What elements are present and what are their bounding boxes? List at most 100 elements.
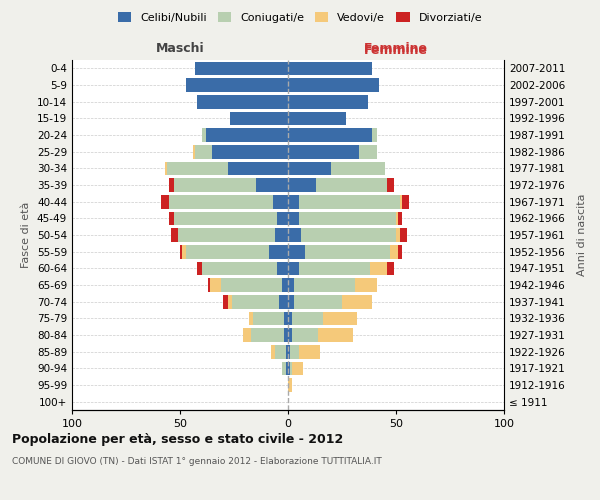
- Bar: [288, 78, 379, 92]
- Bar: [389, 245, 398, 258]
- Bar: [269, 245, 288, 258]
- Bar: [295, 295, 342, 308]
- Bar: [288, 128, 372, 142]
- Bar: [370, 262, 388, 275]
- Bar: [277, 212, 288, 225]
- Bar: [169, 195, 273, 208]
- Bar: [299, 262, 370, 275]
- Bar: [288, 62, 372, 75]
- Bar: [180, 245, 182, 258]
- Bar: [212, 145, 288, 158]
- Bar: [292, 312, 323, 325]
- Bar: [178, 228, 275, 242]
- Bar: [253, 312, 284, 325]
- Bar: [355, 278, 377, 292]
- Bar: [318, 328, 353, 342]
- Bar: [288, 162, 331, 175]
- Bar: [165, 162, 167, 175]
- Bar: [288, 312, 292, 325]
- Bar: [290, 362, 292, 375]
- Bar: [195, 145, 212, 158]
- Bar: [299, 195, 400, 208]
- Bar: [400, 228, 407, 242]
- Text: COMUNE DI GIOVO (TN) - Dati ISTAT 1° gennaio 2012 - Elaborazione TUTTITALIA.IT: COMUNE DI GIOVO (TN) - Dati ISTAT 1° gen…: [12, 457, 382, 466]
- Bar: [295, 278, 355, 292]
- Bar: [398, 245, 403, 258]
- Bar: [359, 145, 377, 158]
- Bar: [284, 328, 288, 342]
- Bar: [288, 278, 295, 292]
- Bar: [249, 312, 253, 325]
- Bar: [286, 345, 288, 358]
- Bar: [256, 178, 288, 192]
- Bar: [288, 345, 290, 358]
- Bar: [316, 178, 388, 192]
- Bar: [251, 328, 284, 342]
- Bar: [195, 62, 288, 75]
- Bar: [187, 245, 269, 258]
- Bar: [323, 312, 357, 325]
- Bar: [230, 112, 288, 125]
- Bar: [288, 228, 301, 242]
- Bar: [292, 328, 318, 342]
- Bar: [286, 362, 288, 375]
- Bar: [223, 295, 227, 308]
- Bar: [202, 262, 277, 275]
- Legend: Celibi/Nubili, Coniugati/e, Vedovi/e, Divorziati/e: Celibi/Nubili, Coniugati/e, Vedovi/e, Di…: [113, 8, 487, 28]
- Bar: [388, 262, 394, 275]
- Bar: [398, 212, 403, 225]
- Bar: [210, 278, 221, 292]
- Bar: [277, 262, 288, 275]
- Text: Popolazione per età, sesso e stato civile - 2012: Popolazione per età, sesso e stato civil…: [12, 432, 343, 446]
- Bar: [275, 345, 286, 358]
- Bar: [273, 195, 288, 208]
- Bar: [388, 178, 394, 192]
- Bar: [173, 178, 256, 192]
- Bar: [372, 128, 377, 142]
- Bar: [288, 245, 305, 258]
- Bar: [202, 128, 206, 142]
- Bar: [299, 212, 396, 225]
- Bar: [396, 212, 398, 225]
- Bar: [288, 328, 292, 342]
- Bar: [169, 178, 173, 192]
- Bar: [288, 95, 368, 108]
- Bar: [396, 228, 400, 242]
- Bar: [169, 212, 173, 225]
- Bar: [193, 145, 195, 158]
- Bar: [288, 295, 295, 308]
- Bar: [197, 262, 202, 275]
- Bar: [227, 295, 232, 308]
- Bar: [290, 345, 299, 358]
- Bar: [342, 295, 372, 308]
- Bar: [227, 162, 288, 175]
- Bar: [173, 212, 277, 225]
- Y-axis label: Anni di nascita: Anni di nascita: [577, 194, 587, 276]
- Bar: [288, 178, 316, 192]
- Bar: [331, 162, 385, 175]
- Bar: [208, 278, 210, 292]
- Y-axis label: Fasce di età: Fasce di età: [22, 202, 31, 268]
- Bar: [172, 228, 178, 242]
- Bar: [284, 312, 288, 325]
- Text: Maschi: Maschi: [155, 42, 205, 55]
- Bar: [400, 195, 403, 208]
- Bar: [288, 362, 290, 375]
- Bar: [305, 245, 389, 258]
- Bar: [288, 195, 299, 208]
- Bar: [187, 78, 288, 92]
- Bar: [288, 262, 299, 275]
- Bar: [299, 345, 320, 358]
- Bar: [271, 345, 275, 358]
- Bar: [182, 245, 187, 258]
- Bar: [161, 195, 169, 208]
- Bar: [232, 295, 280, 308]
- Bar: [275, 228, 288, 242]
- Bar: [301, 228, 396, 242]
- Bar: [221, 278, 281, 292]
- Bar: [288, 378, 292, 392]
- Bar: [281, 362, 286, 375]
- Bar: [206, 128, 288, 142]
- Text: Femmine: Femmine: [364, 44, 428, 57]
- Bar: [288, 212, 299, 225]
